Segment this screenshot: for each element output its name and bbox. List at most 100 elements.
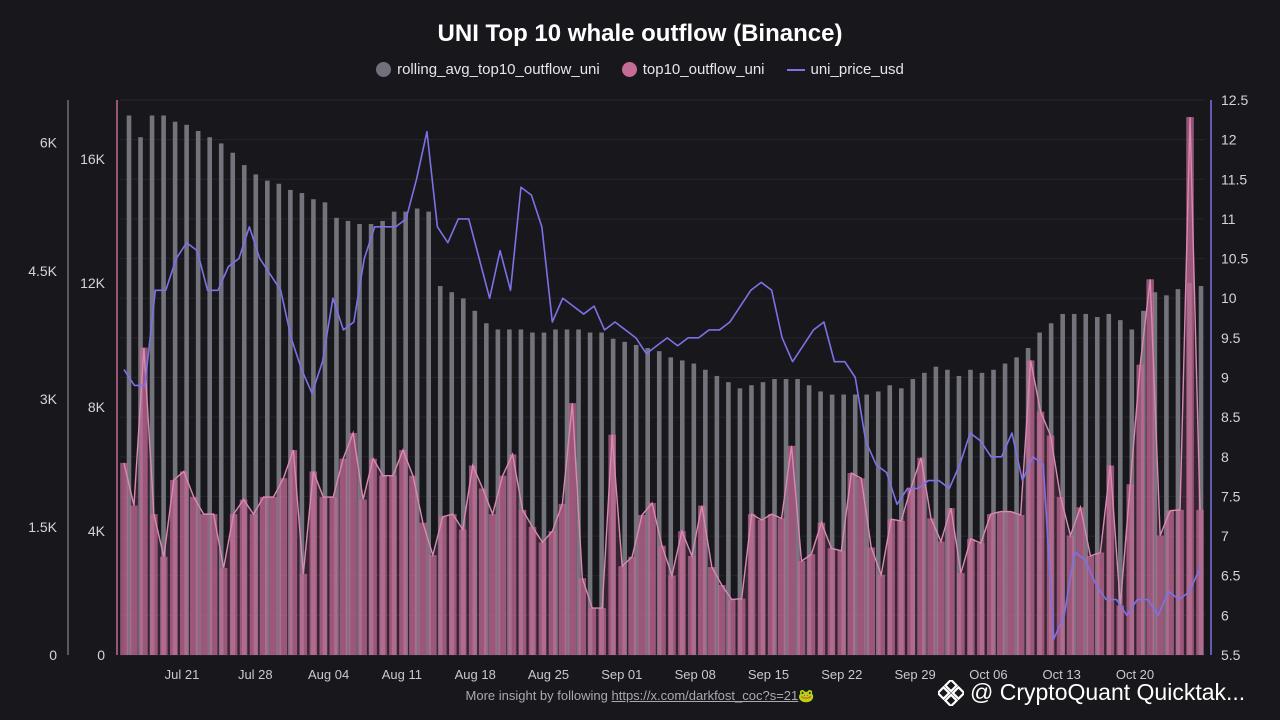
rolling-bar-43 [622,341,627,655]
outflow-bar-6 [180,471,188,655]
y-tick-price-1: 6 [1221,607,1229,623]
outflow-bar-20 [319,497,328,655]
outflow-bar-75 [867,547,875,655]
y-tick-outflow-3: 4.5K [28,263,57,279]
outflow-bar-84 [957,573,965,655]
outflow-bar-38 [498,475,507,655]
rolling-bar-48 [679,360,685,655]
rolling-bar-41 [599,332,604,655]
y-tick-price-2: 6.5 [1221,568,1241,584]
rolling-bar-9 [230,152,236,655]
outflow-bar-39 [508,454,517,655]
outflow-bar-55 [668,575,676,655]
y-tick-rolling-2: 8K [88,399,106,415]
watermark: @ CryptoQuant Quicktak... [938,679,1245,706]
legend-item-outflow[interactable]: top10_outflow_uni [621,61,765,78]
outflow-bar-106 [1176,509,1184,655]
outflow-bar-56 [678,531,686,655]
legend-item-price[interactable]: uni_price_usd [786,61,904,78]
outflow-bar-94 [1056,497,1065,655]
rolling-bar-29 [460,298,466,655]
outflow-bar-82 [937,541,945,655]
rolling-bar-46 [656,351,662,655]
rolling-bar-51 [714,375,720,655]
outflow-bar-47 [588,608,597,655]
x-tick-0: Jul 21 [165,667,200,682]
rolling-bar-93 [1198,286,1204,655]
rolling-bar-49 [691,363,697,655]
outflow-bar-33 [449,514,457,655]
outflow-bar-92 [1036,411,1045,655]
outflow-bar-61 [727,599,736,655]
rolling-bar-13 [276,183,282,655]
outflow-bar-19 [309,471,318,655]
rolling-bar-39 [576,329,581,655]
rolling-bar-57 [783,379,789,655]
legend-label-rolling: rolling_avg_top10_outflow_uni [397,61,600,78]
rolling-bar-4 [172,121,178,655]
outflow-bar-64 [757,520,766,655]
rolling-bar-65 [875,391,881,655]
rolling-bar-89 [1152,292,1158,655]
y-tick-price-13: 12 [1221,132,1237,148]
x-tick-4: Aug 18 [455,667,496,682]
rolling-bar-0 [126,115,132,655]
outflow-bar-15 [269,497,278,655]
legend-swatch-outflow [621,62,637,77]
rolling-bar-21 [368,224,374,655]
outflow-bar-45 [568,403,577,655]
x-tick-1: Jul 28 [238,667,273,682]
footer-link[interactable]: https://x.com/darkfost_coc?s=21 [611,688,799,703]
y-tick-rolling-3: 12K [80,275,106,291]
rolling-bar-20 [357,224,362,655]
rolling-bar-25 [414,208,420,655]
y-tick-price-0: 5.5 [1221,647,1241,663]
rolling-bar-63 [852,394,858,655]
outflow-bar-30 [419,522,427,655]
rolling-bar-38 [564,329,570,655]
rolling-bar-62 [841,394,846,655]
outflow-bar-53 [648,503,656,655]
rolling-bar-59 [806,385,812,655]
x-tick-6: Sep 01 [601,667,642,682]
outflow-bar-5 [170,479,178,655]
outflow-bar-95 [1066,535,1075,655]
outflow-bar-18 [299,573,308,655]
legend-swatch-rolling [376,62,392,77]
rolling-bar-3 [161,115,166,655]
outflow-bar-32 [439,516,447,655]
y-tick-price-12: 11.5 [1221,171,1247,187]
outflow-bar-89 [1006,511,1015,655]
rolling-bar-82 [1071,313,1077,655]
rolling-bar-86 [1118,320,1123,655]
outflow-bar-12 [239,499,248,655]
legend-item-rolling[interactable]: rolling_avg_top10_outflow_uni [376,61,600,78]
rolling-bar-27 [437,286,443,655]
outflow-bar-35 [468,465,477,655]
rolling-bar-12 [265,180,270,656]
outflow-bar-54 [658,545,666,655]
price-line [123,130,1201,640]
outflow-bar-98 [1096,552,1105,655]
rolling-bar-16 [311,199,316,655]
x-tick-9: Sep 22 [821,667,862,682]
outflow-bar-80 [917,457,925,655]
rolling-bar-53 [737,388,743,655]
outflow-bar-28 [399,450,407,655]
rolling-bar-24 [403,211,408,655]
outflow-bar-60 [718,584,726,655]
rolling-bar-40 [587,332,593,655]
outflow-bar-43 [548,531,557,655]
x-tick-12: Oct 13 [1043,667,1081,682]
legend-label-outflow: top10_outflow_uni [642,61,765,78]
outflow-bar-46 [578,578,587,655]
rolling-bar-74 [979,372,985,655]
outflow-bar-27 [389,475,397,655]
rolling-bar-91 [1175,289,1181,655]
watermark-text: @ CryptoQuant Quicktak... [970,679,1246,705]
rolling-bar-81 [1060,313,1065,655]
outflow-bar-96 [1076,507,1085,655]
y-tick-outflow-2: 3K [40,391,58,407]
y-tick-rolling-1: 4K [88,523,106,539]
